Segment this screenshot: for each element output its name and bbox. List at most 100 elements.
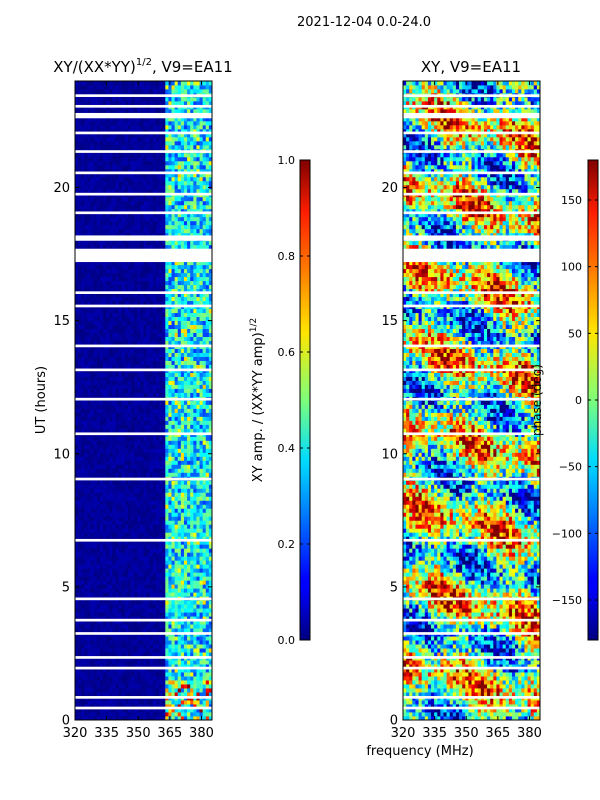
heatmap-cell <box>103 324 107 330</box>
heatmap-cell <box>96 660 101 665</box>
heatmap-cell <box>208 576 212 581</box>
heatmap-cell <box>159 520 163 525</box>
heatmap-cell <box>103 624 107 629</box>
heatmap-cell <box>205 500 210 505</box>
heatmap-cell <box>140 612 144 617</box>
heatmap-cell <box>199 300 204 306</box>
heatmap-cell <box>131 580 135 585</box>
heatmap-cell <box>127 600 132 605</box>
heatmap-cell <box>90 516 95 521</box>
heatmap-cell <box>109 460 113 465</box>
heatmap-cell <box>152 668 157 673</box>
heatmap-cell <box>162 648 166 653</box>
heatmap-cell <box>208 564 212 569</box>
heatmap-cell <box>193 340 197 345</box>
heatmap-cell <box>99 640 104 645</box>
heatmap-cell <box>78 488 82 493</box>
heatmap-cell <box>109 288 113 294</box>
heatmap-cell <box>78 624 82 629</box>
heatmap-cell <box>174 580 179 585</box>
heatmap-cell <box>124 692 129 697</box>
heatmap-cell <box>162 280 166 286</box>
heatmap-cell <box>121 584 126 589</box>
heatmap-cell <box>187 460 191 465</box>
heatmap-cell <box>78 428 82 433</box>
heatmap-cell <box>190 360 194 365</box>
heatmap-cell <box>208 380 212 385</box>
heatmap-cell <box>196 348 200 353</box>
heatmap-cell <box>199 468 204 473</box>
heatmap-cell <box>84 604 88 609</box>
heatmap-cell <box>205 320 210 326</box>
heatmap-cell <box>112 496 116 501</box>
heatmap-cell <box>205 444 210 449</box>
heatmap-cell <box>124 676 129 681</box>
heatmap-cell <box>103 412 107 417</box>
heatmap-cell <box>149 460 154 465</box>
heatmap-cell <box>124 556 129 561</box>
heatmap-cell <box>109 268 113 274</box>
heatmap-cell <box>152 548 157 553</box>
heatmap-cell <box>208 556 212 561</box>
heatmap-cell <box>174 328 179 333</box>
left-panel-title: XY/(XX*YY)1/2, V9=EA11 <box>53 57 232 76</box>
heatmap-cell <box>143 420 148 425</box>
heatmap-cell <box>109 436 113 441</box>
heatmap-cell <box>124 312 129 318</box>
heatmap-cell <box>202 508 207 513</box>
heatmap-cell <box>121 324 126 330</box>
heatmap-cell <box>140 640 144 645</box>
heatmap-cell <box>171 320 176 326</box>
heatmap-cell <box>196 592 200 597</box>
heatmap-cell <box>168 600 172 605</box>
heatmap-cell <box>118 516 123 521</box>
heatmap-cell <box>121 284 126 290</box>
heatmap-cell <box>168 700 172 705</box>
heatmap-cell <box>106 400 110 405</box>
heatmap-cell <box>90 712 95 717</box>
heatmap-cell <box>109 468 113 473</box>
heatmap-cell <box>106 680 110 685</box>
heatmap-cell <box>180 712 185 717</box>
heatmap-cell <box>165 436 169 441</box>
heatmap-cell <box>127 316 132 322</box>
heatmap-cell <box>205 532 210 537</box>
heatmap-cell <box>140 336 144 341</box>
heatmap-cell <box>115 408 119 413</box>
heatmap-cell <box>140 672 144 677</box>
heatmap-cell <box>162 324 166 330</box>
heatmap-cell <box>199 500 204 505</box>
heatmap-cell <box>96 528 101 533</box>
heatmap-cell <box>96 424 101 429</box>
heatmap-cell <box>99 568 104 573</box>
heatmap-cell <box>143 544 148 549</box>
heatmap-cell <box>75 340 79 345</box>
heatmap-cell <box>78 392 82 397</box>
heatmap-cell <box>127 512 132 517</box>
heatmap-cell <box>84 708 88 713</box>
heatmap-cell <box>137 600 141 605</box>
heatmap-cell <box>143 448 148 453</box>
heatmap-cell <box>183 452 188 457</box>
heatmap-cell <box>78 496 82 501</box>
heatmap-cell <box>155 676 160 681</box>
heatmap-cell <box>75 684 79 689</box>
heatmap-cell <box>183 528 188 533</box>
heatmap-cell <box>109 408 113 413</box>
heatmap-cell <box>149 480 154 485</box>
heatmap-cell <box>199 560 204 565</box>
heatmap-cell <box>168 584 172 589</box>
heatmap-cell <box>177 492 182 497</box>
heatmap-cell <box>146 564 151 569</box>
heatmap-cell <box>165 648 169 653</box>
heatmap-cell <box>193 700 197 705</box>
heatmap-cell <box>196 440 200 445</box>
heatmap-cell <box>196 588 200 593</box>
heatmap-cell <box>84 340 88 345</box>
heatmap-cell <box>134 404 138 409</box>
heatmap-cell <box>174 584 179 589</box>
heatmap-cell <box>199 276 204 282</box>
heatmap-cell <box>183 712 188 717</box>
heatmap-cell <box>127 320 132 326</box>
heatmap-cell <box>165 416 169 421</box>
